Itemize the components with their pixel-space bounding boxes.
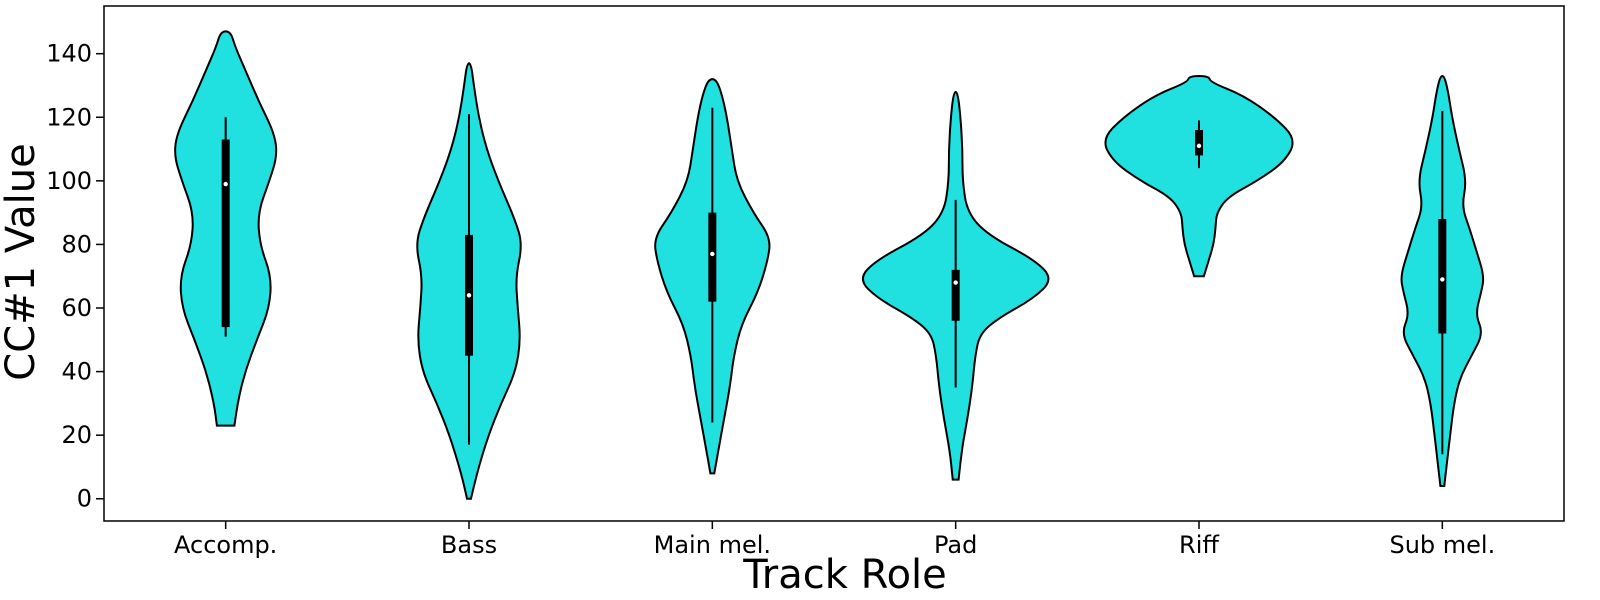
x-tick-label: Bass [441,531,497,559]
x-tick-label: Sub mel. [1389,531,1495,559]
x-axis-ticks: Accomp. Bass Main mel. Pad Riff Sub mel. [174,521,1495,559]
violin-iqr-box [1438,218,1447,334]
y-tick-label: 140 [46,40,92,68]
y-tick-label: 0 [77,485,92,513]
y-axis-title: CC#1 Value [0,143,44,380]
violin-median-dot [223,181,228,187]
violin-iqr-box [221,139,230,328]
violin-layer [174,30,1485,500]
violin-iqr-box [1195,129,1203,156]
y-tick-label: 80 [61,230,92,258]
y-tick-label: 40 [61,358,92,386]
violin-median-dot [1196,143,1202,149]
violin-iqr-box [951,269,960,321]
y-tick-label: 100 [46,167,92,195]
violin-median-dot [710,251,715,257]
violin-iqr-box [708,212,717,302]
x-tick-label: Riff [1179,531,1219,559]
x-tick-label: Main mel. [654,531,771,559]
y-tick-label: 20 [61,421,92,449]
violin-median-dot [1440,277,1445,282]
x-axis-title: Track Role [742,552,947,598]
violin-body [1104,74,1294,278]
y-tick-label: 60 [61,294,92,322]
y-axis-ticks: 0 20 40 60 80 100 120 140 [46,40,104,513]
x-tick-label: Accomp. [174,531,277,559]
violin-median-dot [953,280,958,285]
plot-area-frame [103,5,1565,522]
y-tick-label: 120 [46,103,92,131]
x-tick-label: Pad [934,531,977,559]
violin-median-dot [466,293,472,298]
